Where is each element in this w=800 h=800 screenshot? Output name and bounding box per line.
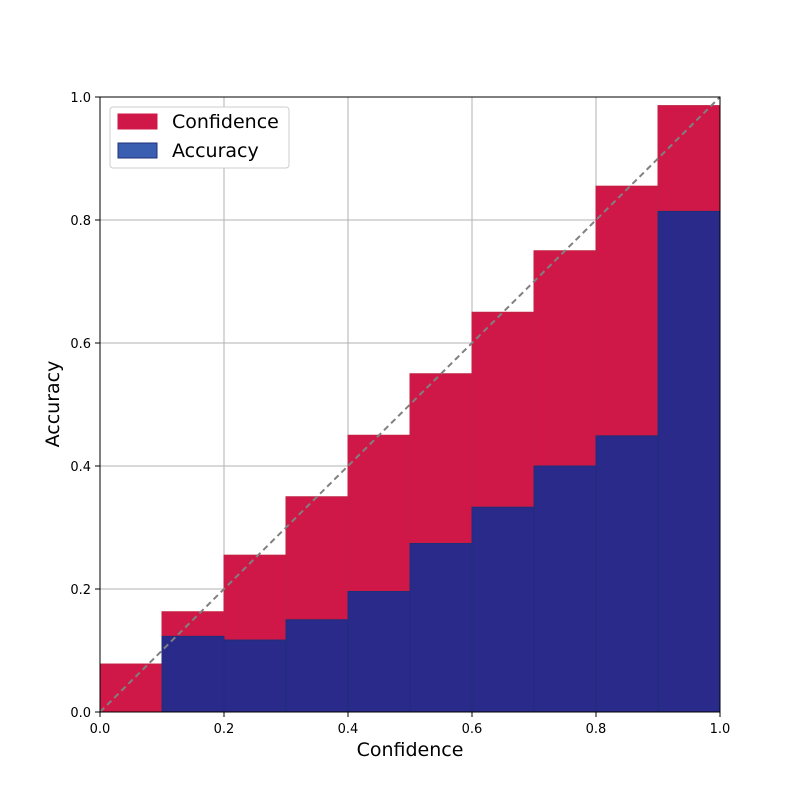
confidence-bar <box>99 663 163 713</box>
x-tick-label: 0.6 <box>462 722 483 737</box>
plot-frame <box>99 96 721 713</box>
x-tick-label: 0.4 <box>338 722 359 737</box>
y-tick-label: 0.8 <box>70 214 91 229</box>
accuracy-bar <box>161 635 225 713</box>
accuracy-bar <box>223 639 287 713</box>
accuracy-bar <box>409 542 473 713</box>
x-tick-label: 1.0 <box>710 722 731 737</box>
accuracy-bar <box>533 465 597 713</box>
legend-label-accuracy: Accuracy <box>172 140 259 162</box>
y-tick-label: 0.2 <box>70 583 91 598</box>
x-tick-label: 0.2 <box>214 722 235 737</box>
accuracy-bar <box>471 506 535 713</box>
y-tick-label: 0.6 <box>70 337 91 352</box>
legend-swatch-accuracy <box>117 142 158 159</box>
x-tick-label: 0.0 <box>90 722 111 737</box>
accuracy-bar <box>595 435 659 713</box>
accuracy-bar <box>657 210 721 713</box>
accuracy-bar <box>285 619 349 713</box>
legend-swatch-confidence <box>117 113 158 130</box>
x-axis-title: Confidence <box>357 739 464 761</box>
accuracy-bar <box>347 590 411 713</box>
axis-ticks: 0.0 0.2 0.4 0.6 0.8 1.0 0.0 0.2 0.4 0.6 0.8 1.0 <box>70 91 730 737</box>
y-axis-title: Accuracy <box>42 361 64 448</box>
y-tick-label: 0.4 <box>70 460 91 475</box>
x-tick-label: 0.8 <box>586 722 607 737</box>
legend-label-confidence: Confidence <box>172 111 279 133</box>
legend: Confidence Accuracy <box>109 106 290 169</box>
y-tick-label: 0.0 <box>70 706 91 721</box>
bars <box>99 105 721 713</box>
perfect-calibration-line <box>99 96 721 713</box>
y-tick-label: 1.0 <box>70 91 91 106</box>
